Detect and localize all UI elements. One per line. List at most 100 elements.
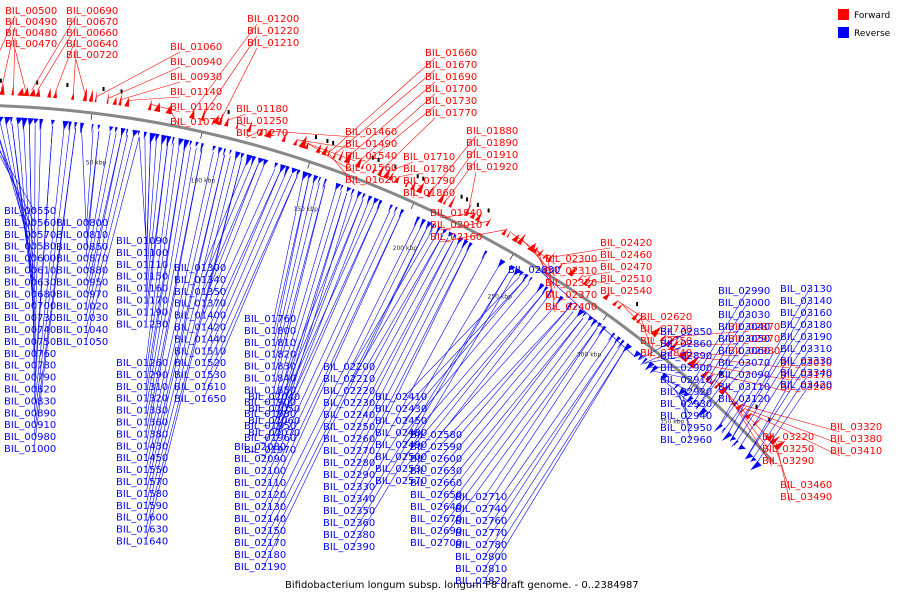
reverse-gene-arrow: [361, 193, 366, 201]
reverse-label-connector: [484, 348, 626, 581]
reverse-gene-label: BIL_02640: [410, 502, 462, 513]
legend-reverse-swatch: [838, 27, 849, 38]
forward-gene-arrow: [106, 91, 110, 104]
forward-gene-arrow: [11, 84, 14, 96]
reverse-gene-label: BIL_02070: [248, 428, 300, 439]
reverse-label-connector: [678, 393, 691, 428]
forward-gene-arrow: [382, 167, 391, 180]
reverse-gene-label: BIL_00560: [4, 218, 56, 229]
genome-backbone: [0, 104, 775, 464]
reverse-gene-arrow: [245, 154, 254, 167]
reverse-gene-label: BIL_00760: [4, 349, 56, 360]
forward-gene-label: BIL_01730: [425, 96, 477, 107]
reverse-gene-arrow: [307, 173, 313, 180]
reverse-label-connector: [352, 234, 444, 391]
reverse-label-connector: [203, 163, 259, 291]
forward-gene-label: BIL_01790: [403, 176, 455, 187]
reverse-label-connector: [439, 317, 584, 507]
reverse-gene-label: BIL_02920: [660, 387, 712, 398]
reverse-gene-label: BIL_03330: [780, 356, 832, 367]
reverse-gene-label: BIL_02960: [660, 435, 712, 446]
reverse-label-connector: [404, 295, 550, 481]
forward-label-connector: [330, 57, 436, 152]
reverse-gene-label: BIL_02230: [323, 398, 375, 409]
forward-label-connector: [120, 81, 181, 100]
reverse-label-connector: [404, 282, 530, 433]
forward-gene-label: BIL_02400: [545, 302, 597, 313]
reverse-gene-label: BIL_00790: [4, 373, 56, 384]
reverse-gene-label: BIL_01100: [116, 248, 168, 259]
forward-gene-label: BIL_00480: [5, 28, 57, 39]
other-feature-mark: [422, 176, 425, 181]
reverse-label-connector: [439, 301, 560, 435]
reverse-gene-arrow: [456, 236, 464, 245]
reverse-gene-arrow: [166, 135, 172, 147]
forward-gene-arrow: [217, 112, 224, 126]
reverse-label-connector: [352, 248, 470, 475]
reverse-gene-label: BIL_01650: [174, 394, 226, 405]
reverse-gene-arrow: [398, 208, 405, 218]
forward-gene-label: BIL_01880: [466, 126, 518, 137]
reverse-gene-label: BIL_01760: [244, 314, 296, 325]
reverse-label-connector: [484, 331, 603, 509]
forward-gene-label: BIL_01780: [403, 164, 455, 175]
reverse-gene-label: BIL_01630: [116, 525, 168, 536]
reverse-gene-arrow: [274, 162, 279, 169]
other-feature-mark: [720, 371, 723, 376]
forward-gene-label: BIL_03220: [762, 432, 814, 443]
reverse-gene-arrow: [212, 145, 217, 152]
reverse-gene-arrow: [518, 270, 524, 277]
reverse-gene-label: BIL_03030: [718, 310, 770, 321]
reverse-label-connector: [273, 190, 342, 414]
reverse-gene-label: BIL_02650: [410, 490, 462, 501]
forward-gene-arrow: [631, 311, 640, 321]
forward-gene-arrow: [437, 192, 446, 204]
forward-gene-label: BIL_02370: [545, 290, 597, 301]
reverse-gene-arrow: [178, 138, 185, 147]
reverse-gene-arrow: [639, 357, 648, 367]
reverse-gene-arrow: [704, 411, 710, 416]
reverse-gene-label: BIL_02130: [234, 502, 286, 513]
reverse-label-connector: [683, 397, 691, 440]
forward-gene-arrow: [511, 234, 520, 243]
reverse-gene-arrow: [480, 250, 488, 261]
reverse-gene-label: BIL_01260: [116, 358, 168, 369]
reverse-label-connector: [33, 128, 77, 449]
reverse-gene-label: BIL_02190: [234, 562, 286, 573]
reverse-gene-label: BIL_02210: [323, 374, 375, 385]
other-feature-mark: [227, 110, 230, 115]
forward-gene-arrow: [354, 156, 363, 168]
reverse-label-connector: [145, 158, 242, 541]
reverse-gene-label: BIL_00680: [4, 289, 56, 300]
forward-gene-arrow: [377, 164, 385, 177]
other-feature-mark: [0, 78, 2, 83]
reverse-gene-label: BIL_01290: [116, 370, 168, 381]
reverse-label-connector: [484, 345, 621, 557]
gene-features: [0, 78, 786, 471]
reverse-label-connector: [145, 139, 157, 288]
other-feature-mark: [476, 202, 479, 207]
reverse-gene-label: BIL_02890: [660, 351, 712, 362]
reverse-label-connector: [687, 301, 749, 402]
reverse-label-connector: [439, 317, 584, 495]
reverse-gene-label: BIL_03050: [718, 334, 770, 345]
reverse-gene-arrow: [321, 178, 328, 191]
forward-gene-arrow: [35, 89, 41, 97]
forward-gene-arrow: [388, 171, 394, 181]
forward-gene-arrow: [94, 90, 98, 103]
reverse-gene-label: BIL_00800: [56, 218, 108, 229]
reverse-gene-label: BIL_01850: [244, 385, 296, 396]
reverse-gene-arrow: [263, 159, 269, 167]
reverse-gene-arrow: [218, 147, 223, 155]
other-feature-mark: [102, 87, 105, 92]
reverse-label-connector: [352, 248, 470, 487]
forward-gene-label: BIL_01140: [170, 87, 222, 98]
reverse-gene-label: BIL_03130: [780, 284, 832, 295]
reverse-gene-arrow: [442, 228, 448, 235]
reverse-label-connector: [145, 158, 242, 529]
reverse-gene-arrow: [350, 188, 355, 198]
reverse-gene-arrow: [565, 302, 573, 311]
forward-label-connector: [412, 184, 415, 199]
reverse-gene-arrow: [696, 407, 708, 418]
